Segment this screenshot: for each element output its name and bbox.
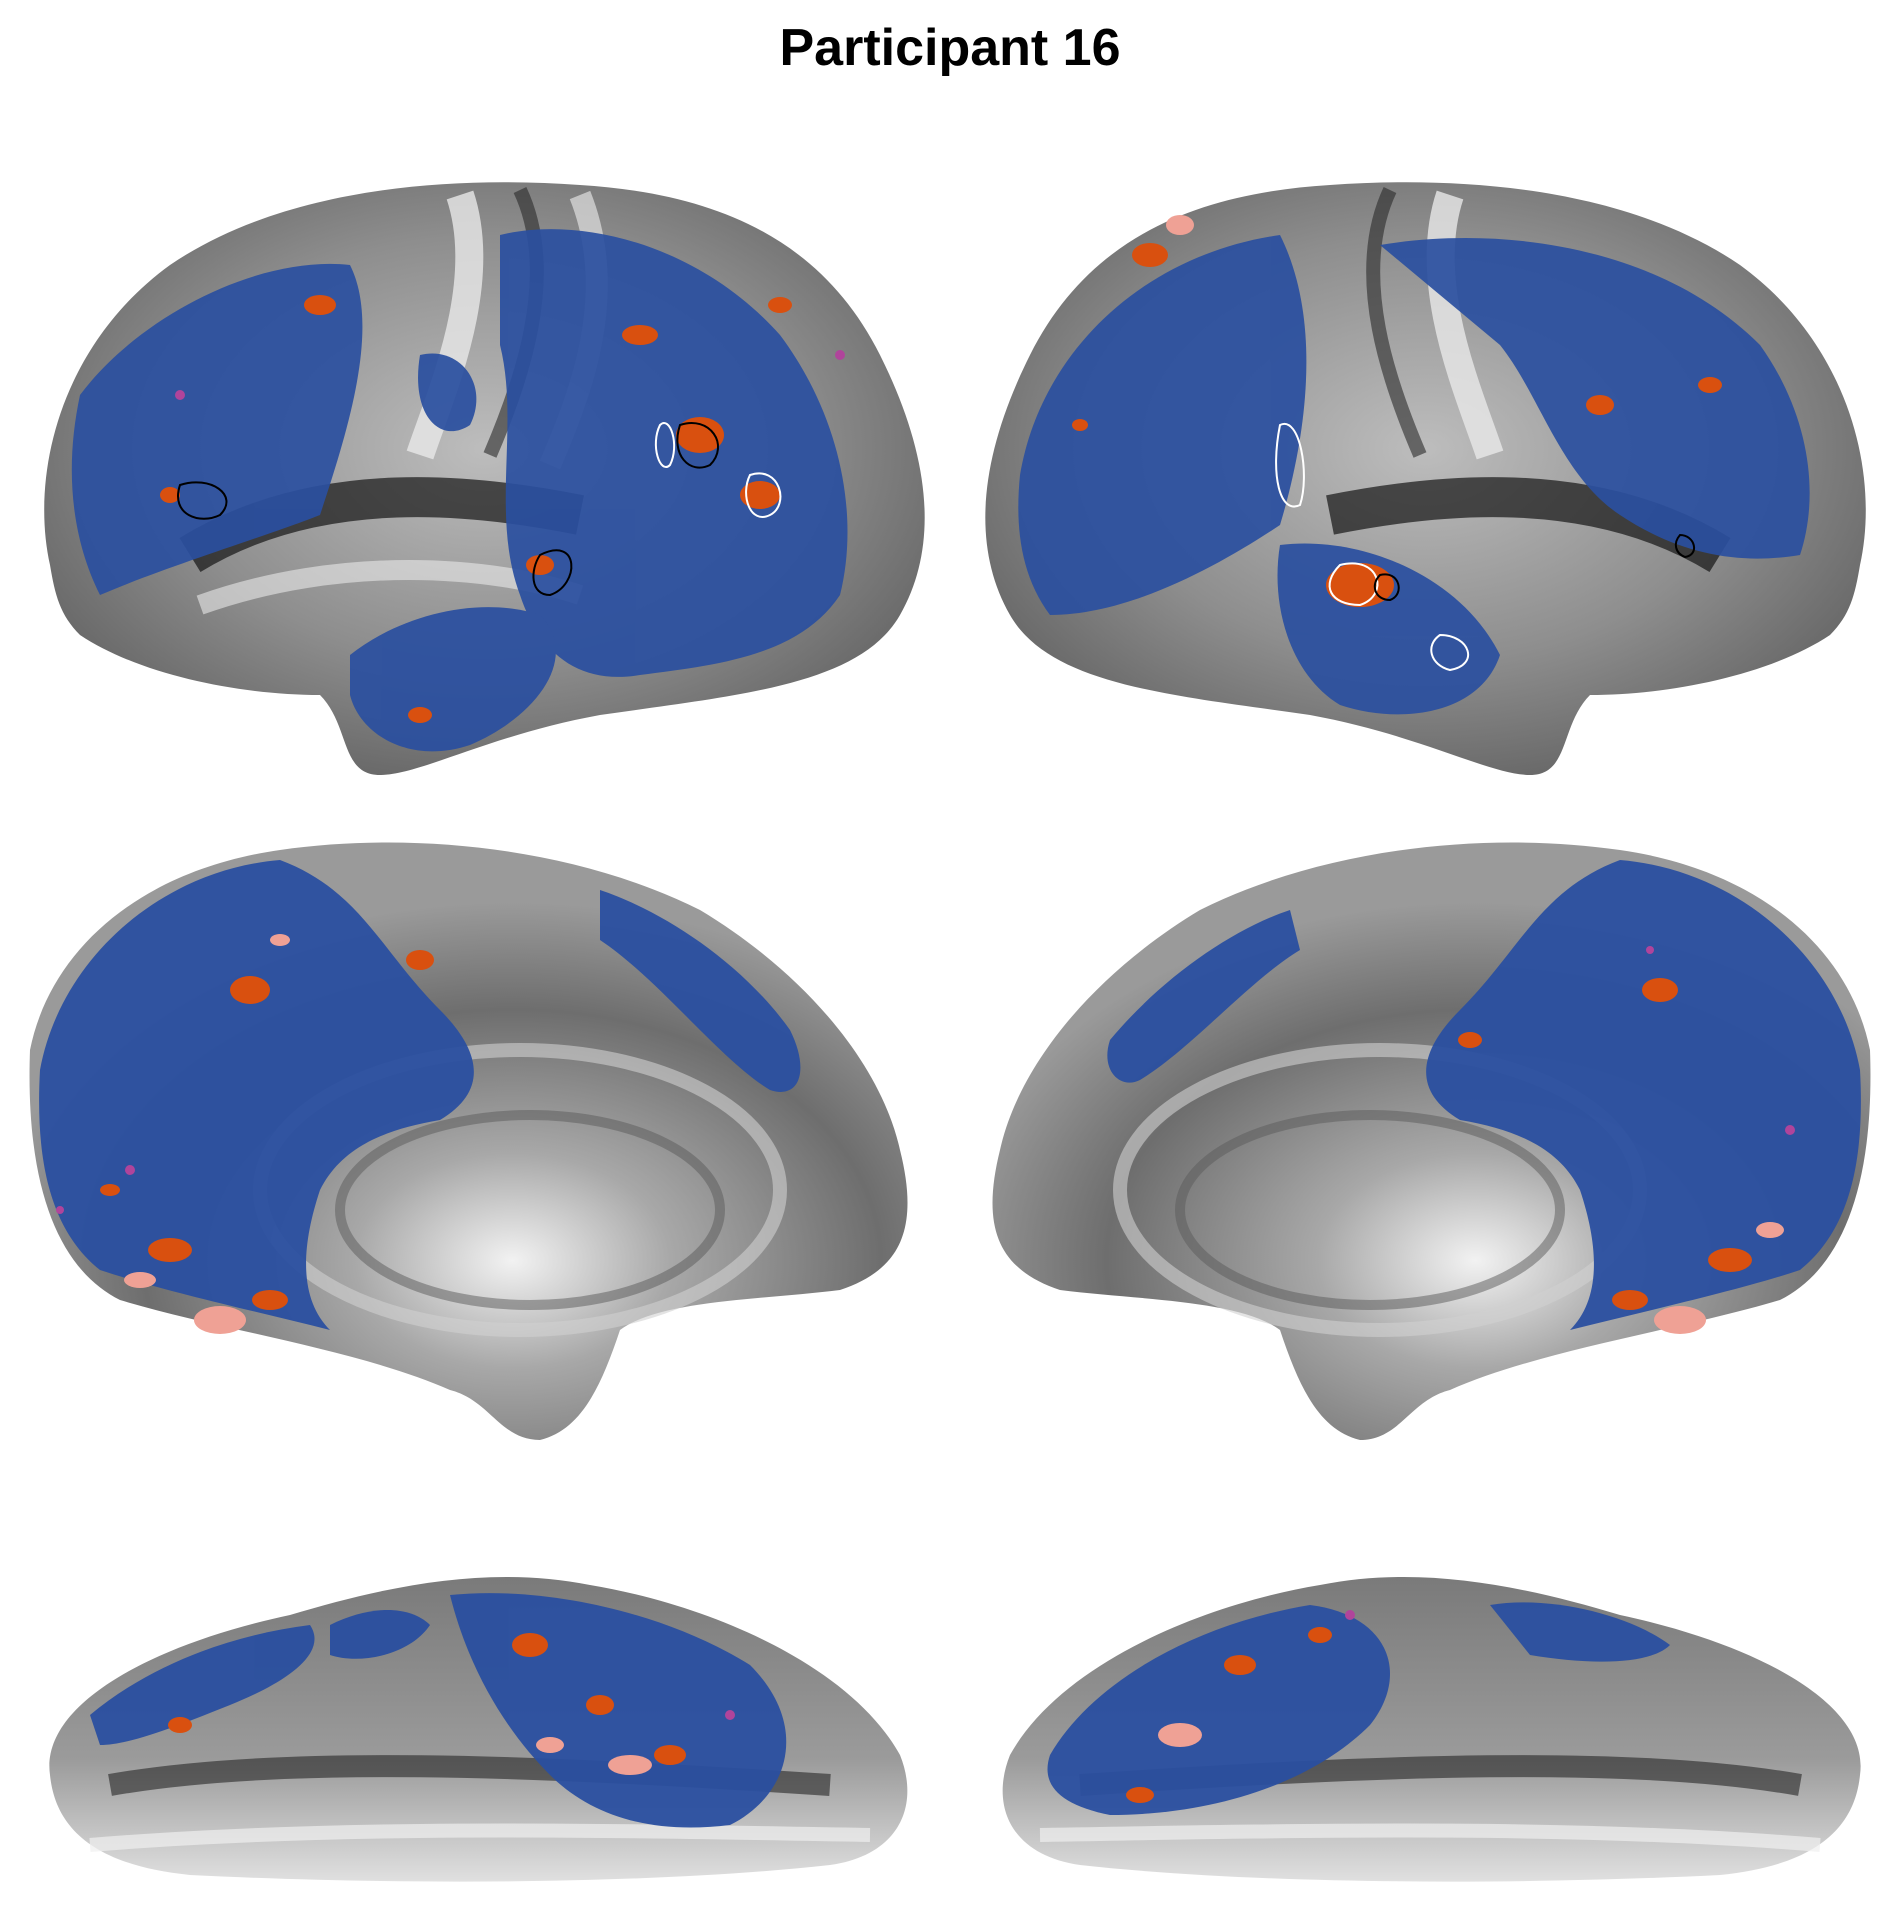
activation-orange — [1072, 243, 1722, 607]
activation-pink — [536, 1737, 652, 1775]
activation-orange — [1126, 1627, 1332, 1803]
activation-magenta — [725, 1710, 735, 1720]
activation-orange — [100, 950, 434, 1310]
left-hemisphere-medial-view — [20, 830, 940, 1480]
activation-pink — [1158, 1723, 1202, 1747]
activation-blue — [39, 860, 801, 1330]
activation-magenta — [175, 350, 845, 400]
right-hemisphere-ventral-view — [990, 1555, 1880, 1895]
activation-magenta — [1646, 946, 1795, 1135]
right-hemisphere-medial-view — [970, 830, 1880, 1480]
roi-outlines — [1275, 422, 1695, 672]
activation-magenta — [56, 1165, 135, 1214]
left-hemisphere-ventral-view — [30, 1555, 930, 1895]
roi-outlines — [177, 422, 782, 597]
activation-pink — [124, 934, 290, 1334]
left-hemisphere-lateral-view — [20, 95, 940, 795]
activation-magenta — [1345, 1610, 1355, 1620]
right-hemisphere-lateral-view — [980, 95, 1880, 795]
activation-pink — [1166, 215, 1194, 235]
activation-orange — [1458, 978, 1752, 1310]
activation-blue — [1107, 860, 1861, 1330]
figure-title: Participant 16 — [779, 19, 1121, 77]
activation-orange — [168, 1633, 686, 1765]
activation-blue — [1047, 1602, 1670, 1815]
activation-pink — [1654, 1222, 1784, 1334]
activation-orange — [160, 295, 792, 723]
